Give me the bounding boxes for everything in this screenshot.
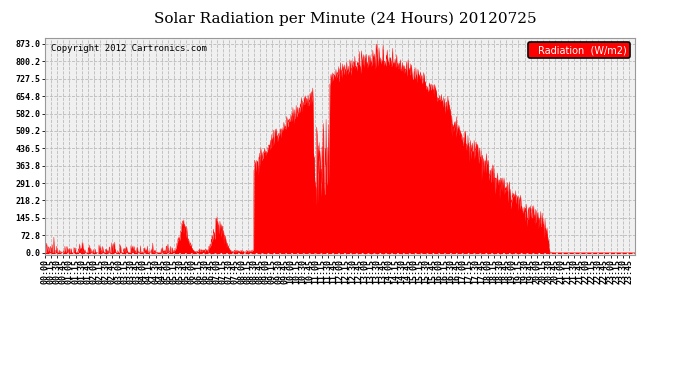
- Legend: Radiation  (W/m2): Radiation (W/m2): [528, 42, 630, 58]
- Text: Solar Radiation per Minute (24 Hours) 20120725: Solar Radiation per Minute (24 Hours) 20…: [154, 11, 536, 26]
- Text: Copyright 2012 Cartronics.com: Copyright 2012 Cartronics.com: [51, 44, 206, 53]
